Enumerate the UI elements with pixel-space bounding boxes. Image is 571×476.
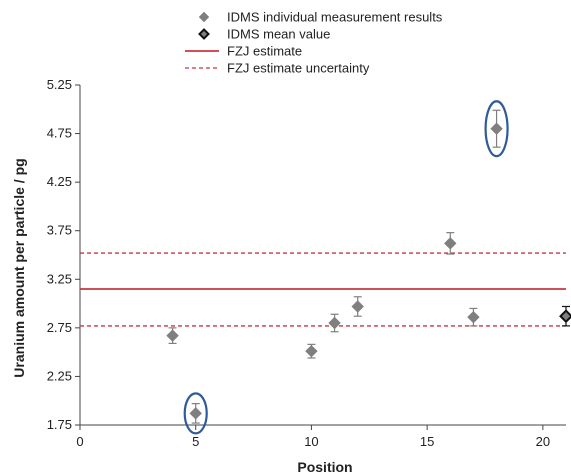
y-tick-label: 4.25 xyxy=(47,174,72,189)
legend-item: FZJ estimate uncertainty xyxy=(185,61,370,76)
x-tick-label: 5 xyxy=(192,434,199,449)
measurement-point xyxy=(305,344,318,358)
axes: 1.75 2.25 2.75 3.25 3.75 4.25 4.75 5.25 0 5 10 15 20 xyxy=(47,77,566,449)
mean-value-point xyxy=(559,309,571,324)
legend-label: FZJ estimate uncertainty xyxy=(227,61,370,76)
x-tick-label: 10 xyxy=(304,434,318,449)
legend-item: IDMS mean value xyxy=(198,27,330,42)
x-tick-label: 0 xyxy=(76,434,83,449)
outlier-highlight-ellipse xyxy=(484,100,509,158)
y-tick-label: 2.25 xyxy=(47,368,72,383)
reference-lines xyxy=(80,252,566,327)
measurement-point xyxy=(351,300,364,313)
measurement-point xyxy=(490,122,503,135)
y-tick-label: 1.75 xyxy=(47,417,72,432)
data-points xyxy=(166,100,571,435)
y-tick-label: 4.75 xyxy=(47,126,72,141)
legend-label: FZJ estimate xyxy=(227,44,302,59)
legend-item: IDMS individual measurement results xyxy=(198,10,443,25)
measurement-point xyxy=(166,329,179,342)
legend-marker xyxy=(198,28,210,40)
x-tick-label: 15 xyxy=(420,434,434,449)
y-tick-label: 5.25 xyxy=(47,77,72,92)
legend: IDMS individual measurement results IDMS … xyxy=(185,10,443,76)
y-axis-title: Uranium amount per particle / pg xyxy=(11,158,27,377)
axis-labels: Position Uranium amount per particle / p… xyxy=(11,158,353,475)
outlier-highlight-ellipse xyxy=(183,392,208,435)
legend-label: IDMS individual measurement results xyxy=(227,10,443,25)
legend-label: IDMS mean value xyxy=(227,27,330,42)
legend-marker xyxy=(198,11,210,23)
measurement-point xyxy=(328,316,341,330)
measurement-point xyxy=(189,407,202,420)
measurement-point xyxy=(444,237,457,250)
legend-item: FZJ estimate xyxy=(185,44,302,59)
y-tick-label: 3.25 xyxy=(47,271,72,286)
y-tick-label: 2.75 xyxy=(47,320,72,335)
measurement-point xyxy=(467,310,480,324)
x-axis-title: Position xyxy=(297,459,352,475)
y-tick-label: 3.75 xyxy=(47,223,72,238)
x-tick-label: 20 xyxy=(536,434,550,449)
